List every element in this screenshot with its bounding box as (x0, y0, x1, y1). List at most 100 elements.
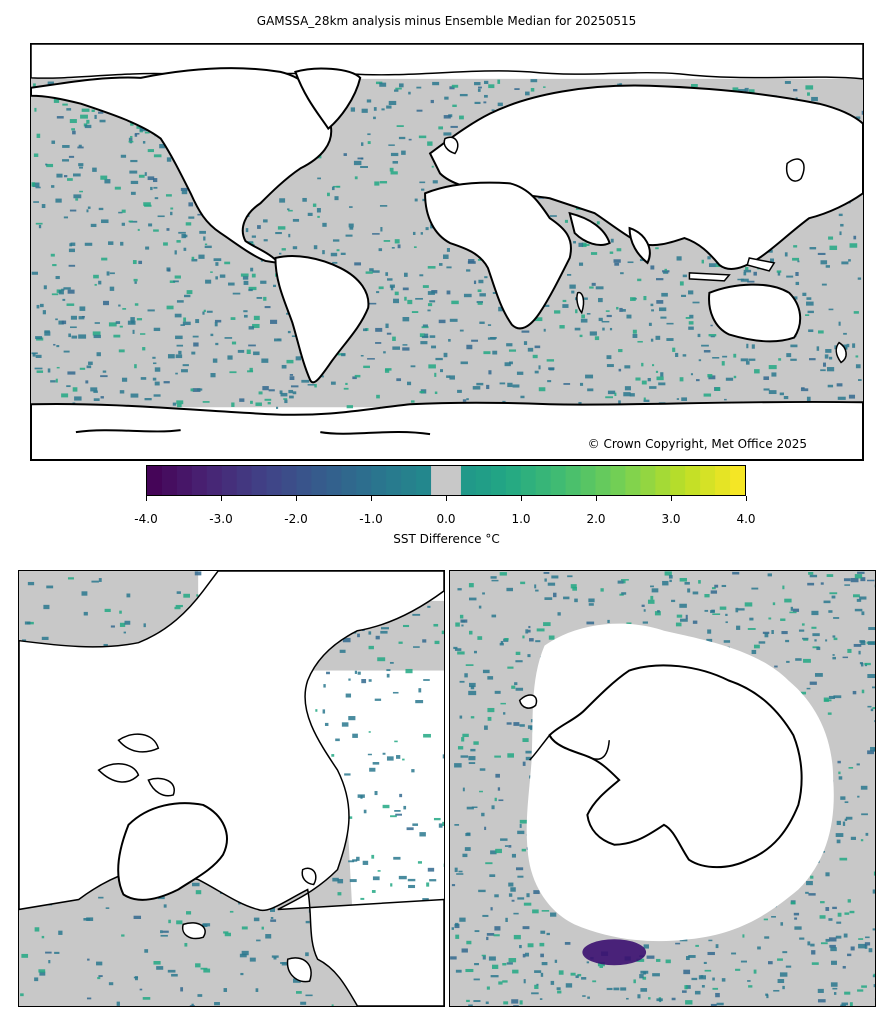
sst-anomaly-cell (543, 86, 546, 88)
sst-anomaly-cell (36, 133, 41, 138)
sst-anomaly-cell (394, 810, 401, 812)
sst-anomaly-cell (809, 358, 816, 361)
sst-anomaly-cell (231, 402, 235, 407)
sst-anomaly-cell (443, 352, 448, 358)
sst-anomaly-cell (347, 816, 353, 819)
sst-anomaly-cell (144, 131, 150, 134)
arctic-map (18, 570, 445, 1007)
sst-anomaly-cell (771, 630, 774, 635)
sst-anomaly-cell (619, 593, 624, 596)
sst-anomaly-cell (190, 388, 194, 392)
sst-anomaly-cell (857, 795, 860, 798)
sst-anomaly-cell (191, 351, 196, 355)
sst-anomaly-cell (51, 293, 59, 296)
colorbar-segment (296, 466, 312, 495)
south-america-land (274, 255, 370, 384)
sst-anomaly-cell (410, 365, 416, 368)
sst-anomaly-cell (468, 756, 476, 761)
sst-anomaly-cell (390, 285, 394, 291)
sst-anomaly-cell (624, 386, 631, 391)
sst-anomaly-cell (191, 882, 200, 887)
sst-anomaly-cell (251, 273, 256, 278)
sst-anomaly-cell (618, 400, 621, 404)
sst-anomaly-cell (484, 94, 488, 98)
sst-anomaly-cell (383, 240, 391, 242)
sst-anomaly-cell (56, 345, 60, 348)
sst-anomaly-cell (47, 368, 51, 373)
sst-anomaly-cell (586, 621, 595, 625)
sst-anomaly-cell (334, 196, 339, 201)
sst-anomaly-cell (679, 377, 684, 382)
sst-anomaly-cell (539, 998, 543, 1000)
sst-anomaly-cell (287, 330, 291, 334)
sst-anomaly-cell (455, 622, 460, 627)
sst-anomaly-cell (106, 271, 110, 276)
sst-anomaly-cell (458, 870, 463, 873)
sst-anomaly-cell (368, 302, 377, 305)
sst-anomaly-cell (522, 926, 530, 930)
sst-anomaly-cell (873, 984, 875, 988)
sst-anomaly-cell (459, 329, 464, 332)
sst-anomaly-cell (145, 246, 150, 250)
sst-anomaly-cell (846, 343, 850, 348)
sst-anomaly-cell (679, 281, 684, 286)
sst-anomaly-cell (515, 651, 521, 656)
sst-anomaly-cell (114, 186, 121, 190)
sst-anomaly-cell (275, 231, 282, 235)
sst-anomaly-cell (464, 673, 468, 678)
sst-anomaly-cell (825, 639, 828, 642)
sst-anomaly-cell (243, 280, 249, 285)
sst-anomaly-cell (224, 932, 232, 937)
sst-anomaly-cell (454, 648, 462, 651)
sst-anomaly-cell (249, 367, 253, 372)
sst-anomaly-cell (848, 259, 851, 262)
sst-anomaly-cell (153, 327, 161, 332)
sst-anomaly-cell (801, 387, 805, 390)
sst-anomaly-cell (352, 859, 358, 862)
sst-anomaly-cell (438, 319, 446, 324)
sst-anomaly-cell (847, 899, 851, 903)
sst-anomaly-cell (252, 323, 260, 329)
sst-anomaly-cell (120, 241, 124, 246)
sst-anomaly-cell (167, 354, 175, 359)
sst-anomaly-cell (31, 352, 38, 355)
africa-land (424, 181, 572, 330)
sst-anomaly-cell (860, 839, 864, 842)
sst-anomaly-cell (637, 994, 641, 999)
sst-anomaly-cell (689, 314, 694, 319)
sst-anomaly-cell (504, 637, 509, 641)
sst-anomaly-cell (41, 636, 49, 640)
sst-anomaly-cell (393, 298, 400, 304)
sst-anomaly-cell (848, 766, 854, 769)
sst-anomaly-cell (66, 108, 72, 111)
sst-anomaly-cell (736, 625, 741, 630)
sst-anomaly-cell (613, 259, 621, 263)
sst-anomaly-cell (105, 907, 110, 909)
sst-anomaly-cell (86, 209, 89, 213)
sst-anomaly-cell (394, 740, 398, 743)
sst-anomaly-cell (473, 741, 479, 745)
sst-anomaly-cell (176, 300, 184, 303)
sst-anomaly-cell (748, 89, 755, 94)
sst-anomaly-cell (578, 262, 584, 266)
sst-anomaly-cell (466, 806, 474, 810)
colorbar-tick-label: -4.0 (134, 512, 158, 526)
sst-anomaly-cell (867, 750, 875, 755)
sst-anomaly-cell (55, 378, 58, 383)
sst-anomaly-cell (386, 669, 391, 672)
sst-anomaly-cell (843, 933, 848, 938)
sst-anomaly-cell (360, 355, 364, 357)
sst-anomaly-cell (515, 660, 523, 663)
sst-anomaly-cell (543, 328, 546, 332)
sst-anomaly-cell (476, 301, 484, 304)
sst-anomaly-cell (150, 186, 153, 191)
sst-anomaly-cell (94, 322, 100, 324)
sst-anomaly-cell (842, 821, 846, 826)
sst-anomaly-cell (368, 631, 372, 635)
sst-anomaly-cell (346, 405, 354, 409)
sst-anomaly-cell (398, 136, 406, 140)
sst-anomaly-cell (704, 969, 712, 972)
sst-anomaly-cell (465, 832, 471, 837)
sst-anomaly-cell (56, 366, 60, 369)
sst-anomaly-cell (698, 975, 706, 980)
